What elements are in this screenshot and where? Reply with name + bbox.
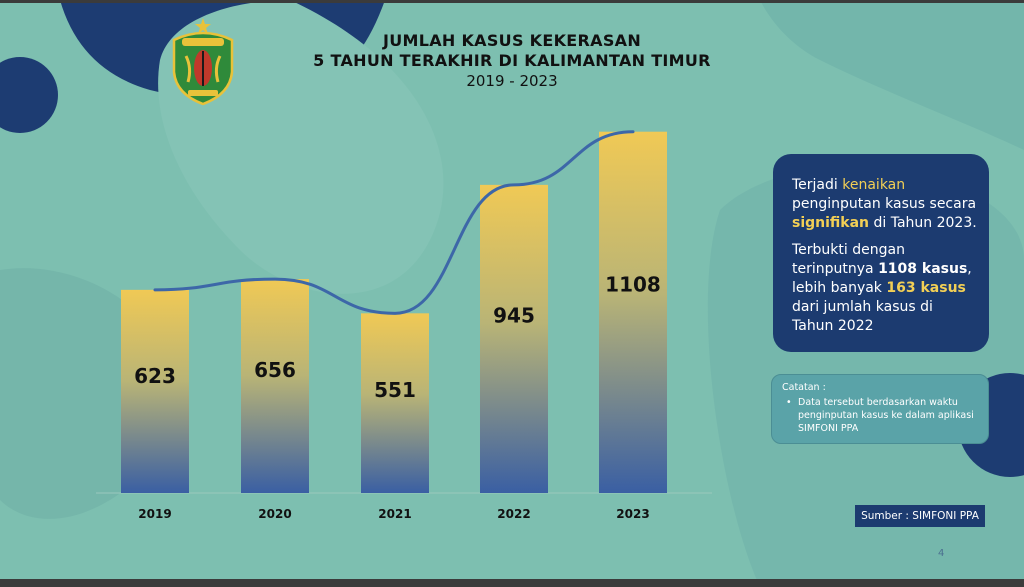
top-frame-bar <box>0 0 1024 3</box>
category-label-2021: 2021 <box>378 507 411 521</box>
value-label-2023: 1108 <box>605 272 661 296</box>
kaltim-emblem-logo <box>172 18 234 106</box>
insight-panel: Terjadi kenaikan penginputan kasus secar… <box>773 154 989 352</box>
bottom-frame-bar <box>0 579 1024 587</box>
highlight-signifikan: signifikan <box>792 215 870 231</box>
page-number: 4 <box>938 548 945 559</box>
source-label: Sumber : SIMFONI PPA <box>855 505 985 527</box>
highlight-kenaikan: kenaikan <box>842 177 906 193</box>
category-label-2020: 2020 <box>258 507 291 521</box>
bar-2023 <box>599 131 667 493</box>
insight-paragraph-1: Terjadi kenaikan penginputan kasus secar… <box>792 177 977 231</box>
category-label-2019: 2019 <box>138 507 171 521</box>
bar-2022 <box>480 184 548 493</box>
category-label-2022: 2022 <box>497 507 530 521</box>
value-label-2021: 551 <box>374 378 416 402</box>
chart-title-line-2: 5 TAHUN TERAKHIR DI KALIMANTAN TIMUR <box>313 51 711 70</box>
trend-line <box>153 130 635 315</box>
bar-2021 <box>361 313 429 493</box>
insight-paragraph-2: Terbukti dengan terinputnya 1108 kasus, … <box>792 242 972 334</box>
value-label-2019: 623 <box>134 364 176 388</box>
value-label-2020: 656 <box>254 358 296 382</box>
highlight-163-kasus: 163 kasus <box>886 280 966 296</box>
note-panel: Catatan : Data tersebut berdasarkan wakt… <box>771 374 989 444</box>
bar-2020 <box>241 279 309 493</box>
note-item: Data tersebut berdasarkan waktu penginpu… <box>782 396 978 435</box>
note-title: Catatan : <box>782 382 826 393</box>
highlight-1108-kasus: 1108 kasus <box>878 261 968 277</box>
category-label-2023: 2023 <box>616 507 649 521</box>
value-label-2022: 945 <box>493 303 535 327</box>
chart-subtitle-years: 2019 - 2023 <box>466 72 558 90</box>
bar-2019 <box>121 289 189 493</box>
chart-title-line-1: JUMLAH KASUS KEKERASAN <box>382 31 642 50</box>
